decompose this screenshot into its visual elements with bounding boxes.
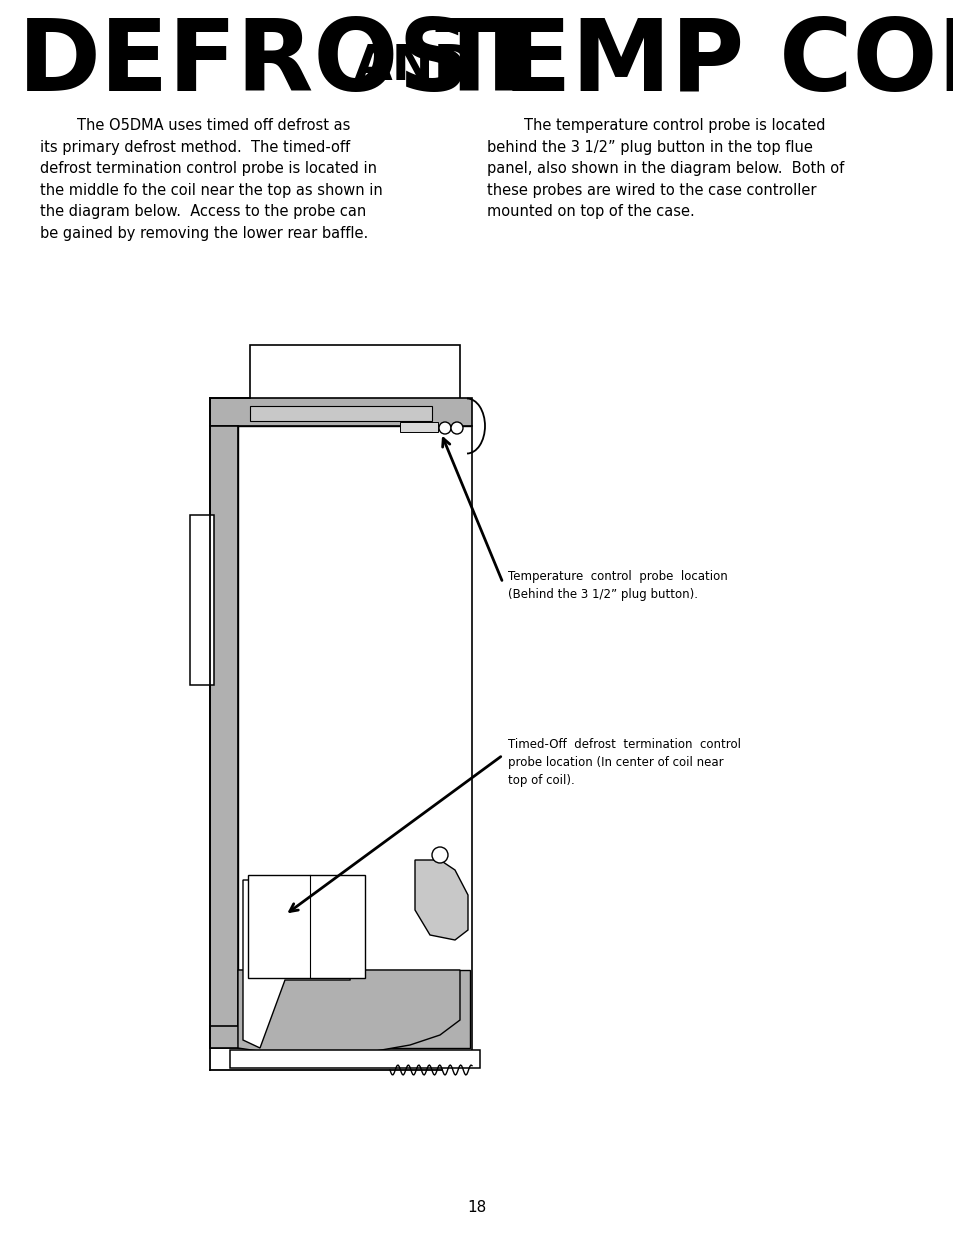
Bar: [230, 1050, 479, 1068]
Polygon shape: [237, 969, 459, 1055]
Bar: [237, 969, 470, 1049]
Polygon shape: [415, 860, 468, 940]
Text: Timed-Off  defrost  termination  control
probe location (In center of coil near
: Timed-Off defrost termination control pr…: [507, 739, 740, 787]
Text: Temperature  control  probe  location
(Behind the 3 1/2” plug button).: Temperature control probe location (Behi…: [507, 571, 727, 601]
Circle shape: [432, 847, 448, 863]
Circle shape: [438, 422, 451, 433]
Polygon shape: [243, 881, 359, 1049]
Text: The O5DMA uses timed off defrost as
its primary defrost method.  The timed-off
d: The O5DMA uses timed off defrost as its …: [40, 119, 382, 241]
Circle shape: [451, 422, 462, 433]
Text: TEMP CONTROL: TEMP CONTROL: [435, 15, 953, 112]
Bar: [250, 406, 432, 421]
Bar: [210, 1026, 441, 1049]
Bar: [399, 422, 437, 432]
Bar: [210, 426, 237, 1049]
Text: DEFROST: DEFROST: [18, 15, 539, 112]
Text: 18: 18: [467, 1200, 486, 1215]
Bar: [190, 515, 213, 685]
Bar: [210, 398, 472, 426]
Text: AND: AND: [354, 42, 476, 90]
Text: The temperature control probe is located
behind the 3 1/2” plug button in the to: The temperature control probe is located…: [486, 119, 843, 220]
Bar: [248, 876, 365, 978]
Bar: [250, 345, 459, 400]
